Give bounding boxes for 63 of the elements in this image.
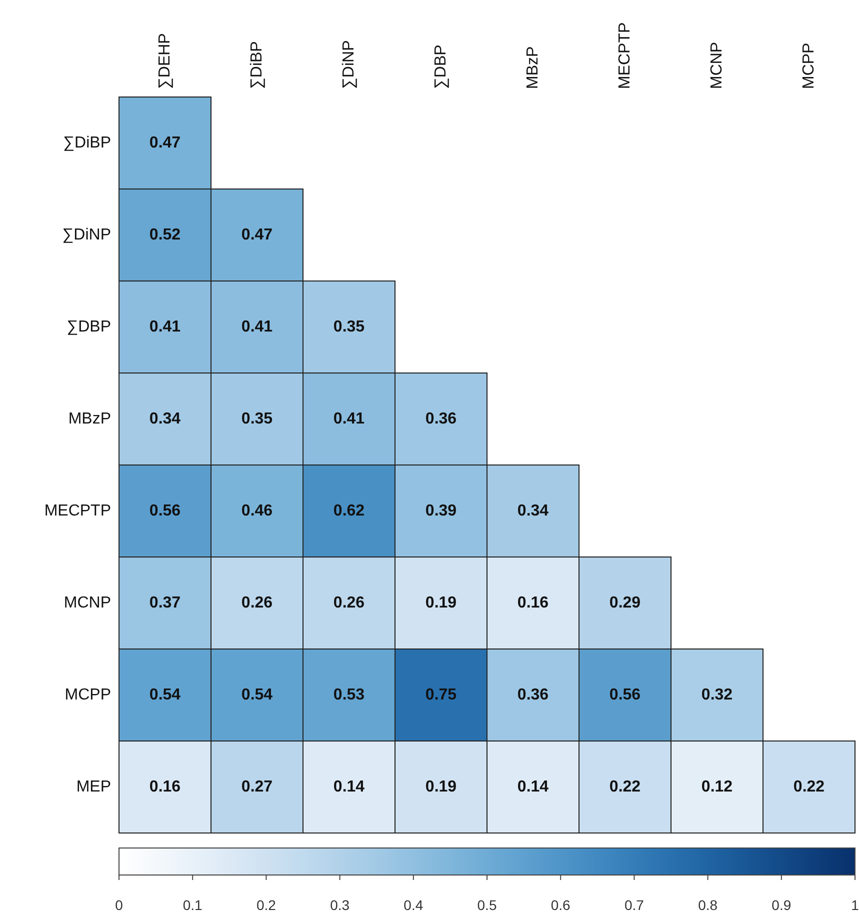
- data-label: 0.36: [517, 686, 549, 704]
- x-tick-label: MECPTP: [616, 22, 634, 89]
- x-tick-label: ∑DiBP: [248, 41, 266, 89]
- data-label: 0.16: [517, 594, 549, 612]
- data-label: 0.26: [241, 594, 273, 612]
- data-label: 0.22: [793, 778, 825, 796]
- color-bar-label: 0: [115, 897, 124, 913]
- data-label: 0.47: [241, 226, 273, 244]
- data-label: 0.39: [425, 502, 457, 520]
- data-label: 0.27: [241, 778, 273, 796]
- data-label: 0.29: [609, 594, 641, 612]
- data-label: 0.56: [609, 686, 641, 704]
- data-label: 0.54: [241, 686, 273, 704]
- color-bar-label: 0.3: [330, 897, 350, 913]
- color-bar-label: 0.4: [404, 897, 424, 913]
- x-tick-label: MCPP: [800, 42, 818, 89]
- color-bar-label: 1: [851, 897, 859, 913]
- y-tick-label: MBzP: [68, 410, 111, 428]
- y-tick-label: MECPTP: [44, 502, 111, 520]
- data-label: 0.56: [149, 502, 181, 520]
- y-tick-label: ∑DBP: [66, 318, 111, 336]
- data-label: 0.37: [149, 594, 181, 612]
- x-tick-label: MBzP: [524, 46, 542, 89]
- x-tick-label: MCNP: [708, 42, 726, 89]
- data-label: 0.19: [425, 778, 457, 796]
- data-label: 0.34: [517, 502, 549, 520]
- color-bar-label: 0.9: [772, 897, 792, 913]
- data-label: 0.22: [609, 778, 641, 796]
- data-label: 0.54: [149, 686, 181, 704]
- data-label: 0.14: [333, 778, 365, 796]
- color-bar-label: 0.8: [698, 897, 718, 913]
- x-tick-label: ∑DEHP: [156, 33, 174, 89]
- data-label: 0.35: [333, 318, 365, 336]
- color-bar-label: 0.2: [256, 897, 276, 913]
- y-tick-label: MCPP: [64, 686, 111, 704]
- data-label: 0.41: [333, 410, 365, 428]
- x-tick-label: ∑DBP: [432, 44, 450, 89]
- x-tick-label: ∑DiNP: [340, 40, 358, 89]
- data-label: 0.41: [149, 318, 181, 336]
- data-label: 0.46: [241, 502, 273, 520]
- color-bar-label: 0.5: [477, 897, 497, 913]
- y-tick-label: ∑DiBP: [63, 134, 111, 152]
- data-label: 0.35: [241, 410, 273, 428]
- data-label: 0.52: [149, 226, 181, 244]
- y-tick-label: MCNP: [64, 594, 111, 612]
- data-label: 0.34: [149, 410, 181, 428]
- data-label: 0.36: [425, 410, 457, 428]
- data-label: 0.12: [701, 778, 733, 796]
- y-tick-label: ∑DiNP: [62, 226, 111, 244]
- color-bar-label: 0.6: [550, 897, 571, 913]
- data-label: 0.32: [701, 686, 733, 704]
- data-label: 0.75: [425, 686, 457, 704]
- data-label: 0.16: [149, 778, 181, 796]
- data-label: 0.53: [333, 686, 365, 704]
- data-label: 0.19: [425, 594, 457, 612]
- data-label: 0.62: [333, 502, 365, 520]
- data-label: 0.41: [241, 318, 273, 336]
- data-label: 0.26: [333, 594, 365, 612]
- color-bar-label: 0.1: [182, 897, 203, 913]
- color-bar-label: 0.7: [624, 897, 644, 913]
- data-label: 0.14: [517, 778, 549, 796]
- data-label: 0.47: [149, 134, 181, 152]
- y-tick-label: MEP: [76, 778, 111, 796]
